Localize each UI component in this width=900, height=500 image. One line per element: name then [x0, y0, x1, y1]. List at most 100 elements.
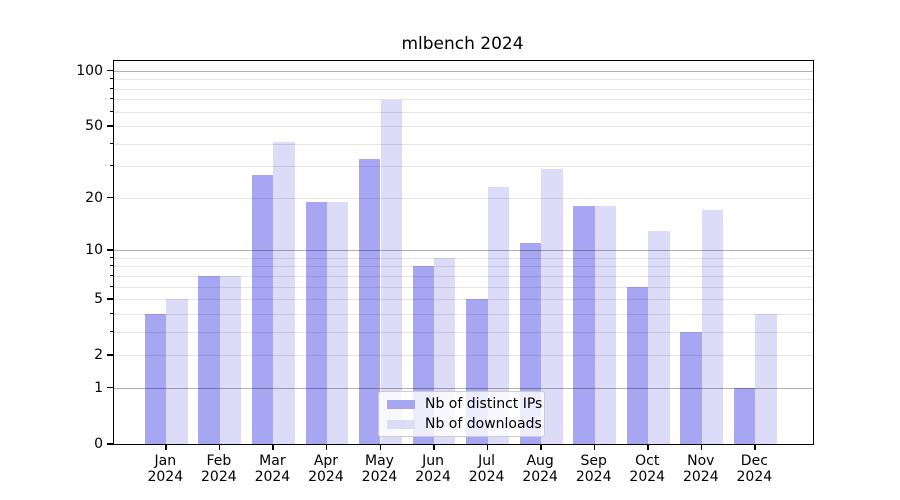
x-tick — [647, 444, 649, 450]
plot-area — [113, 60, 814, 445]
x-tick — [272, 444, 274, 450]
x-tick-label-sep: Sep 2024 — [564, 453, 624, 485]
y-minor-tick — [109, 274, 113, 276]
y-minor-tick — [109, 330, 113, 332]
x-tick — [218, 444, 221, 450]
x-tick-label-line: Nov — [687, 453, 715, 469]
minor-gridline — [114, 197, 813, 199]
x-tick-label-line: 2024 — [468, 469, 505, 485]
legend-label: Nb of distinct IPs — [425, 396, 543, 412]
y-tick — [107, 196, 113, 199]
y-minor-tick — [109, 87, 113, 89]
x-tick-label-line: Apr — [313, 453, 339, 469]
y-tick — [107, 298, 113, 300]
bar-feb-downloads — [219, 275, 242, 444]
bar-feb-ips — [198, 275, 220, 444]
x-tick — [700, 444, 703, 450]
legend-swatch — [387, 399, 415, 409]
x-tick-label-line: Sep — [580, 453, 607, 469]
legend-item-downloads: Nb of downloads — [379, 416, 544, 432]
y-tick — [107, 125, 113, 127]
x-tick-label-jan: Jan 2024 — [135, 453, 195, 485]
y-minor-tick — [109, 98, 113, 100]
y-tick — [107, 69, 113, 72]
bar-dec-downloads — [755, 313, 777, 444]
bar-may-downloads — [380, 100, 402, 444]
y-minor-tick — [109, 165, 113, 167]
x-tick-label-oct: Oct 2024 — [617, 453, 677, 485]
bar-may-ips — [359, 158, 381, 444]
x-tick-label-line: May — [365, 453, 394, 469]
minor-gridline — [114, 126, 813, 128]
minor-gridline — [114, 331, 813, 333]
y-tick — [107, 386, 113, 389]
y-tick-label: 2 — [94, 347, 103, 364]
x-tick-label-line: Jun — [422, 453, 444, 469]
bar-sep-ips — [573, 205, 595, 444]
major-gridline — [114, 250, 813, 252]
x-tick-label-line: 2024 — [254, 469, 291, 485]
y-minor-tick — [109, 285, 113, 287]
minor-gridline — [114, 99, 813, 101]
major-gridline — [114, 70, 813, 72]
bar-sep-downloads — [594, 205, 617, 444]
y-tick-label: 10 — [85, 242, 103, 259]
y-tick-label: 50 — [85, 118, 103, 135]
minor-gridline — [114, 275, 813, 277]
x-tick-label-line: 2024 — [682, 469, 719, 485]
y-tick — [107, 249, 113, 251]
y-tick — [107, 354, 113, 356]
bar-oct-downloads — [648, 230, 670, 444]
x-tick-label-line: 2024 — [415, 469, 451, 485]
x-tick — [754, 444, 756, 450]
chart-title: mlbench 2024 — [401, 34, 524, 54]
x-tick-label-line: Jan — [154, 453, 177, 469]
minor-gridline — [114, 286, 813, 288]
x-tick — [593, 444, 596, 450]
x-tick — [325, 444, 328, 450]
y-minor-tick — [109, 256, 113, 258]
y-tick-label: 5 — [94, 291, 103, 308]
y-tick — [107, 443, 113, 445]
bar-aug-downloads — [541, 168, 563, 444]
bar-nov-ips — [680, 331, 702, 444]
bar-apr-downloads — [326, 201, 349, 444]
bar-oct-ips — [626, 286, 649, 444]
bar-dec-ips — [733, 387, 756, 444]
legend-swatch — [387, 419, 415, 429]
x-tick-label-feb: Feb 2024 — [189, 453, 249, 485]
minor-gridline — [114, 143, 813, 145]
x-tick-label-line: 2024 — [736, 469, 773, 485]
x-tick-label-line: Jul — [478, 453, 496, 469]
x-tick-label-line: Feb — [206, 453, 232, 469]
x-tick-label-line: Dec — [740, 453, 768, 469]
minor-gridline — [114, 79, 813, 81]
x-tick-label-line: Mar — [259, 453, 286, 469]
bar-apr-ips — [305, 201, 327, 444]
x-tick — [165, 444, 167, 450]
y-tick-label: 100 — [76, 62, 103, 79]
x-tick — [433, 444, 435, 450]
bar-jul-downloads — [487, 187, 509, 444]
bar-jan-ips — [144, 313, 167, 444]
x-tick — [540, 444, 542, 450]
x-tick-label-line: 2024 — [629, 469, 666, 485]
y-minor-tick — [109, 78, 113, 80]
bar-jan-downloads — [166, 299, 188, 444]
x-tick-label-line: 2024 — [147, 469, 184, 485]
x-tick-label-jul: Jul 2024 — [457, 453, 517, 485]
x-tick-label-apr: Apr 2024 — [296, 453, 356, 485]
x-tick — [379, 444, 381, 450]
minor-gridline — [114, 88, 813, 90]
bar-mar-downloads — [273, 141, 295, 444]
x-tick-label-line: 2024 — [575, 469, 612, 485]
bar-nov-downloads — [701, 210, 724, 444]
minor-gridline — [114, 266, 813, 268]
y-tick-label: 20 — [85, 189, 103, 206]
x-tick-label-line: 2024 — [522, 469, 558, 485]
minor-gridline — [114, 111, 813, 113]
x-tick-label-line: 2024 — [308, 469, 344, 485]
minor-gridline — [114, 257, 813, 259]
minor-gridline — [114, 299, 813, 301]
